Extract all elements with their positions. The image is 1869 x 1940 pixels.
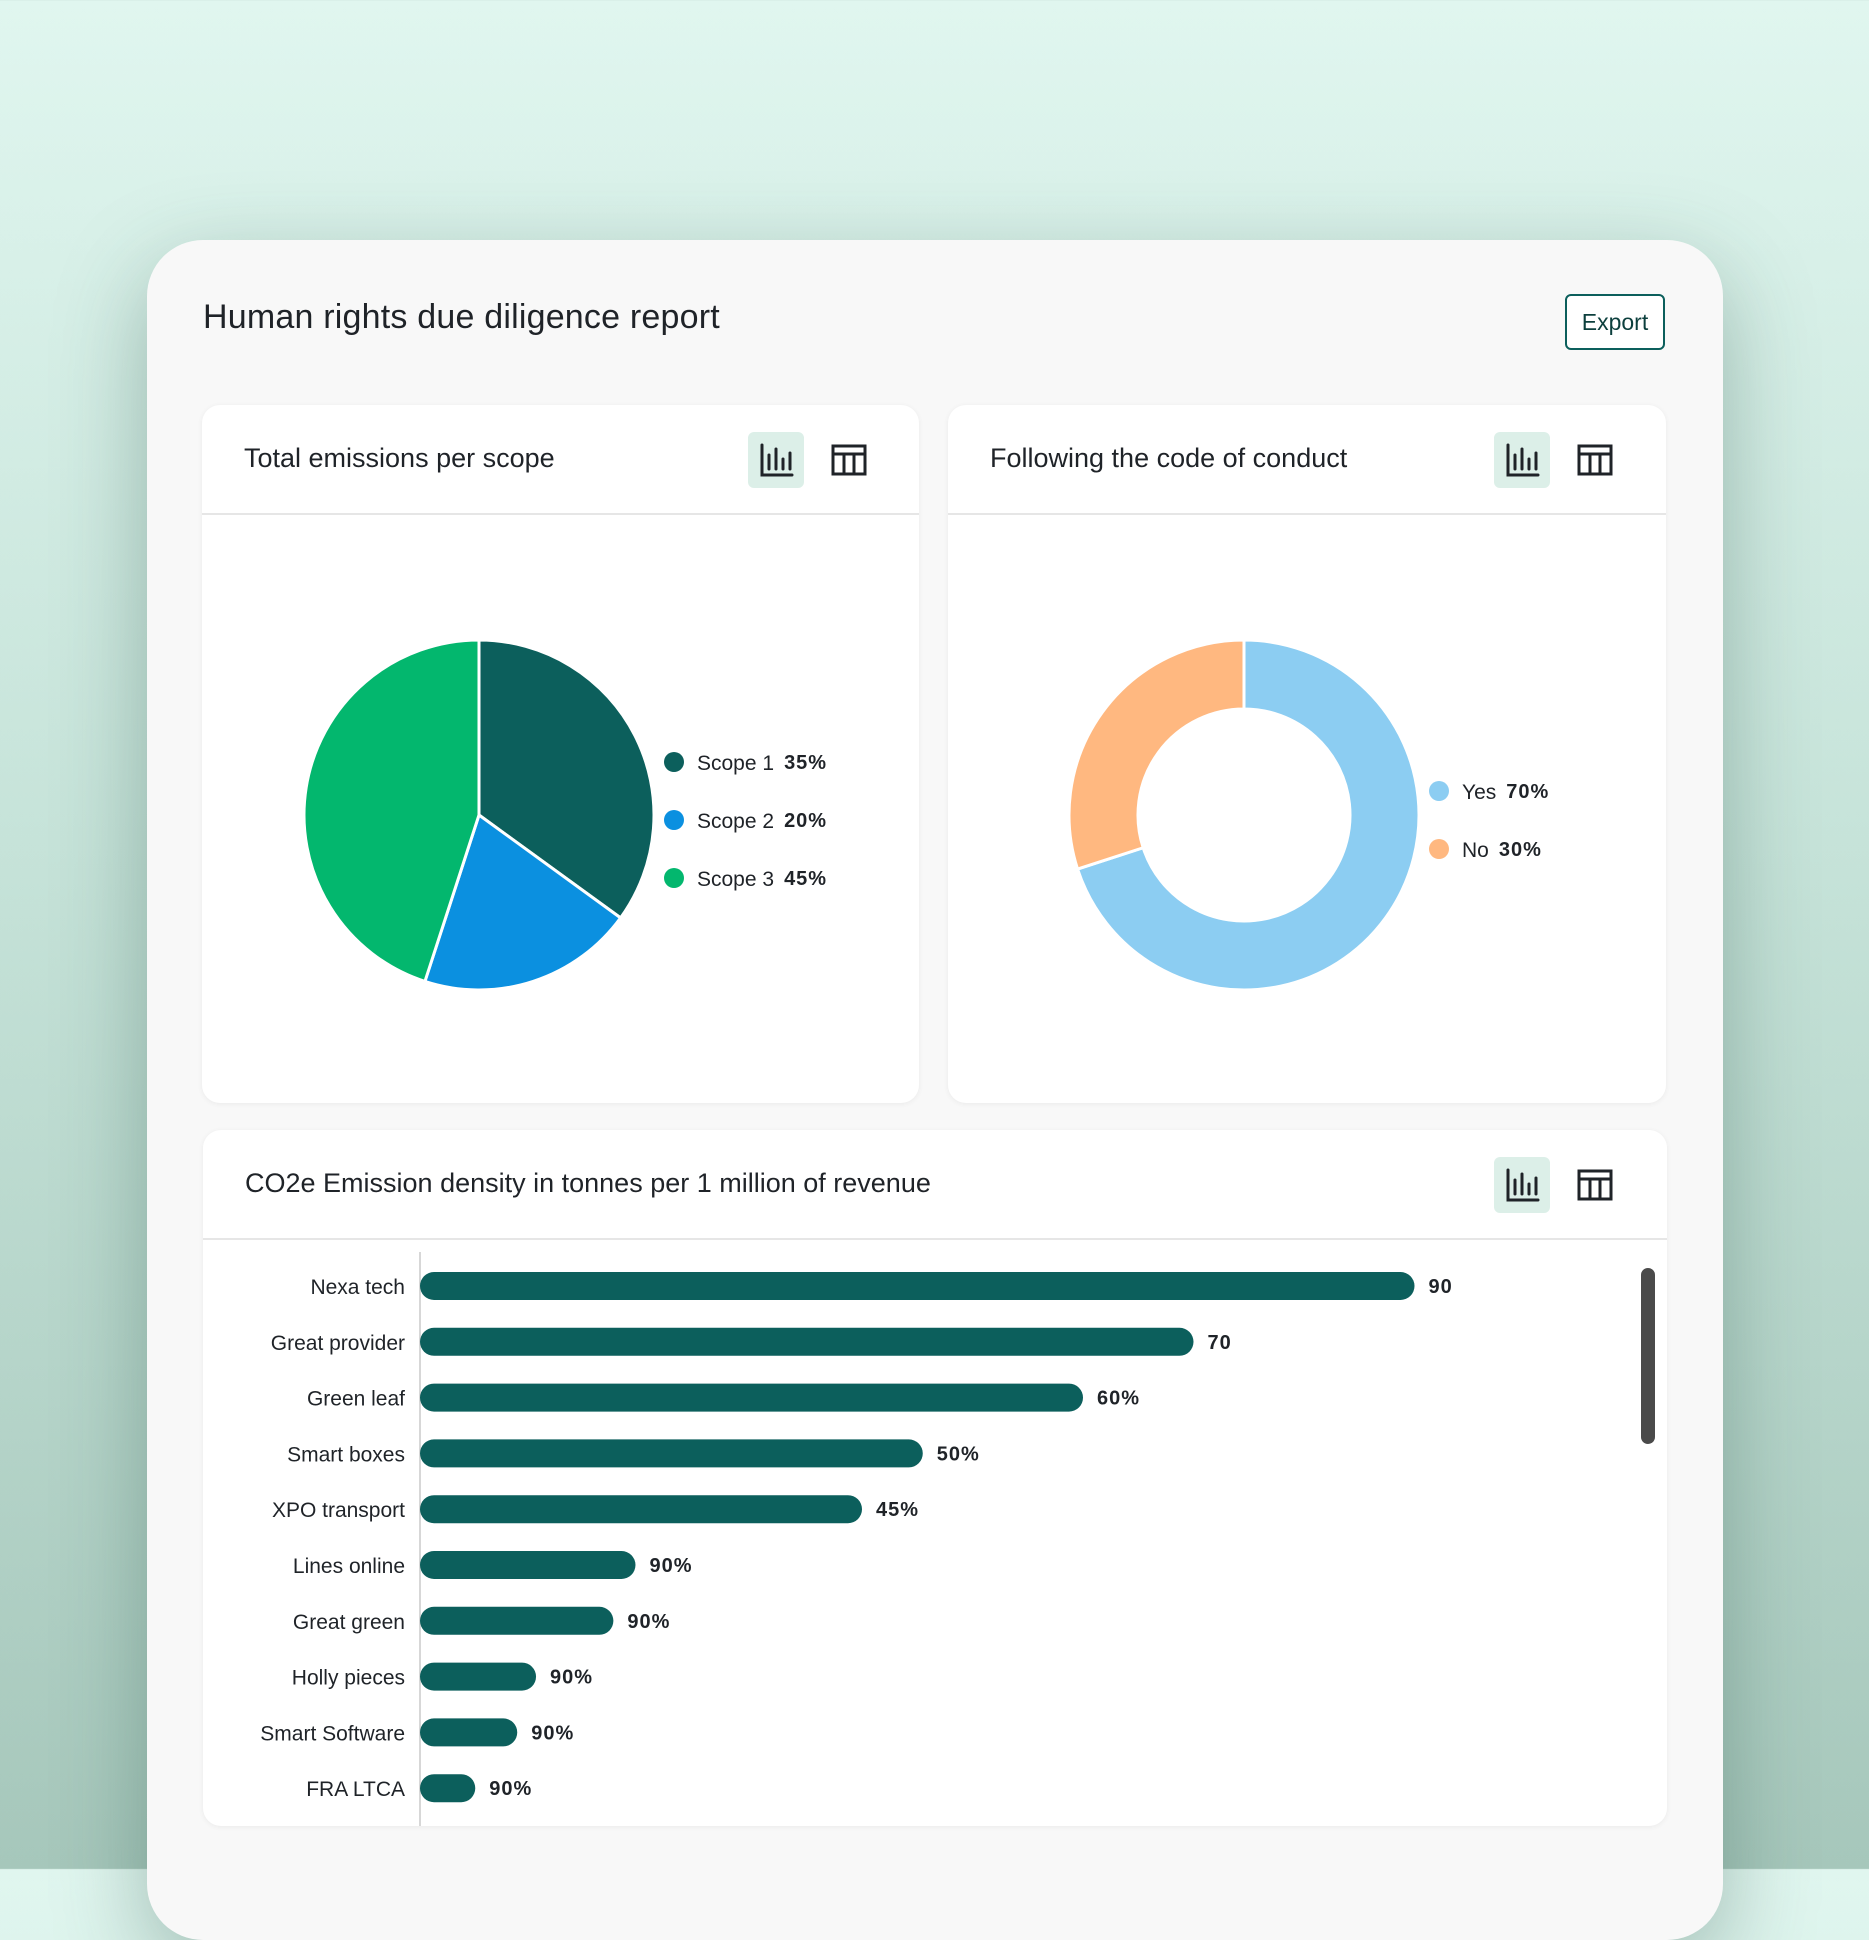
bar-value-label: 90%	[531, 1722, 574, 1744]
bar-value-label: 60%	[1097, 1388, 1140, 1410]
legend-swatch	[664, 752, 684, 772]
card-header: Following the code of conduct	[948, 405, 1666, 515]
bar-smart-boxes[interactable]	[420, 1439, 923, 1468]
card-title: Following the code of conduct	[990, 443, 1348, 473]
density-bar-chart: Nexa tech 90 Great provider 70 Green leaf 60%…	[260, 1252, 1453, 1826]
bar-category-label: Smart boxes	[287, 1443, 405, 1466]
conduct-slice-no[interactable]	[1067, 638, 1246, 871]
bar-category-label: Lines online	[293, 1555, 405, 1578]
legend-label: Scope 1	[697, 752, 774, 775]
legend-swatch	[1429, 839, 1449, 859]
card-title: Total emissions per scope	[244, 443, 555, 473]
legend-label: Scope 3	[697, 868, 774, 891]
emissions-slice-scope-2[interactable]	[423, 813, 623, 992]
chart-view-button[interactable]	[748, 432, 804, 488]
table-view-button[interactable]	[821, 432, 877, 488]
export-button[interactable]: Export	[1565, 294, 1665, 350]
bar-value-label: 45%	[876, 1499, 919, 1521]
bar-xpo-transport[interactable]	[420, 1495, 862, 1524]
chart-view-button[interactable]	[1494, 1157, 1550, 1213]
scrollbar-thumb[interactable]	[1641, 1268, 1655, 1444]
table-view-button[interactable]	[1567, 432, 1623, 488]
legend-label: Scope 2	[697, 810, 774, 833]
bar-lines-online[interactable]	[420, 1551, 636, 1579]
page-title: Human rights due diligence report	[203, 298, 720, 336]
legend-swatch	[664, 868, 684, 888]
conduct-donut-chart: Yes 70% No 30%	[1067, 638, 1549, 992]
legend-value: 30%	[1499, 839, 1542, 861]
bar-category-label: XPO transport	[272, 1499, 405, 1522]
legend-swatch	[1429, 781, 1449, 801]
bar-nexa-tech[interactable]	[420, 1272, 1415, 1300]
table-icon	[831, 444, 867, 476]
legend-value: 35%	[784, 752, 827, 774]
emissions-card: Total emissions per scope Scope	[202, 405, 919, 1103]
emissions-slice-scope-1[interactable]	[477, 638, 656, 920]
legend-value: 45%	[784, 868, 827, 890]
bar-category-label: Smart Software	[260, 1722, 405, 1745]
bar-category-label: Holly pieces	[292, 1667, 405, 1690]
table-view-button[interactable]	[1567, 1157, 1623, 1213]
bar-value-label: 90%	[550, 1667, 593, 1689]
bar-smart-software[interactable]	[420, 1718, 518, 1747]
bar-value-label: 90%	[649, 1555, 692, 1577]
bar-value-label: 90	[1429, 1276, 1453, 1298]
table-icon	[1577, 444, 1613, 476]
bar-category-label: Green leaf	[307, 1388, 405, 1411]
density-card: CO2e Emission density in tonnes per 1 mi…	[203, 1130, 1667, 1826]
table-icon	[1577, 1169, 1613, 1201]
bar-category-label: FRA LTCA	[306, 1778, 405, 1801]
bar-value-label: 70	[1208, 1332, 1232, 1354]
legend-value: 20%	[784, 810, 827, 832]
bar-value-label: 50%	[937, 1443, 980, 1465]
conduct-slice-yes[interactable]	[1076, 638, 1421, 992]
emissions-slice-scope-3[interactable]	[302, 638, 481, 983]
bar-chart-icon	[760, 443, 794, 477]
bar-holly-pieces[interactable]	[420, 1662, 537, 1691]
legend-value: 70%	[1506, 781, 1549, 803]
bar-value-label: 90%	[627, 1611, 670, 1633]
report-window: Human rights due diligence report Export…	[147, 240, 1723, 1940]
bar-great-green[interactable]	[420, 1606, 614, 1635]
legend-label: Yes	[1462, 781, 1496, 804]
bar-great-provider[interactable]	[420, 1327, 1194, 1356]
bar-chart-icon	[1506, 443, 1540, 477]
bar-category-label: Great green	[293, 1611, 405, 1634]
bar-chart-icon	[1506, 1168, 1540, 1202]
chart-view-button[interactable]	[1494, 432, 1550, 488]
bar-green-leaf[interactable]	[420, 1383, 1083, 1412]
bar-fra-ltca[interactable]	[420, 1774, 476, 1803]
card-title: CO2e Emission density in tonnes per 1 mi…	[245, 1168, 931, 1198]
card-header: Total emissions per scope	[202, 405, 919, 515]
legend-swatch	[664, 810, 684, 830]
card-header: CO2e Emission density in tonnes per 1 mi…	[203, 1130, 1667, 1240]
bar-value-label: 90%	[489, 1778, 532, 1800]
legend-label: No	[1462, 839, 1489, 862]
bar-category-label: Nexa tech	[310, 1276, 405, 1299]
emissions-pie-chart: Scope 1 35% Scope 2 20% Scope 3 45%	[302, 638, 827, 992]
conduct-card: Following the code of conduct Y	[948, 405, 1666, 1103]
bar-category-label: Great provider	[271, 1332, 405, 1355]
